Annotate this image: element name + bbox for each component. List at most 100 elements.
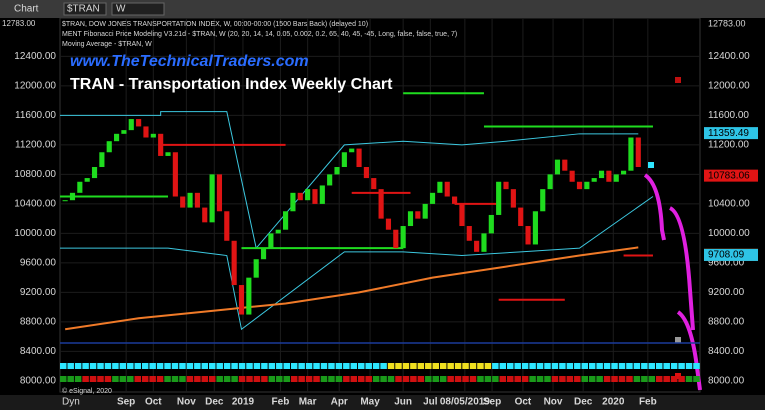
indicator-cell [246, 376, 253, 382]
indicator-cell [320, 376, 328, 382]
indicator-cell [290, 376, 298, 382]
indicator-cell [335, 376, 343, 382]
indicator-cell [372, 376, 380, 382]
y-tick-label: 11600.00 [708, 110, 749, 121]
x-tick-label: Feb [639, 397, 657, 408]
indicator-cell [290, 363, 298, 369]
candle [238, 285, 245, 315]
candle [569, 170, 575, 182]
y-tick-label-left: 11200.00 [15, 140, 56, 151]
indicator-cell [358, 363, 365, 369]
indicator-cell [97, 376, 104, 382]
indicator-cell [104, 376, 112, 382]
indicator-cell [626, 376, 633, 382]
candle [253, 259, 259, 278]
indicator-cell [380, 363, 387, 369]
candle [246, 277, 252, 315]
indicator-cell [685, 363, 693, 369]
indicator-cell [171, 376, 179, 382]
indicator-cell [164, 363, 171, 369]
indicator-cell [276, 376, 283, 382]
indicator-cell [149, 376, 156, 382]
indicator-cell [507, 363, 514, 369]
interval[interactable]: W [116, 4, 126, 15]
indicator-cell [313, 376, 320, 382]
candle [591, 178, 597, 182]
indicator-cell [179, 363, 186, 369]
candle [525, 226, 531, 245]
indicator-cell [380, 376, 387, 382]
indicator-cell [633, 363, 641, 369]
indicator-cell [261, 363, 268, 369]
indicator-cell [678, 363, 685, 369]
indicator-cell [685, 376, 693, 382]
price-tag-label: 10783.06 [708, 170, 750, 181]
y-tick-label-left: 8800.00 [20, 317, 57, 328]
candle [341, 152, 347, 168]
candle [158, 133, 164, 156]
channel-upper [60, 111, 639, 250]
indicator-cell [283, 376, 290, 382]
candle [77, 181, 83, 193]
interval-box[interactable] [111, 2, 165, 16]
indicator-cell [439, 376, 447, 382]
indicator-cell [425, 363, 432, 369]
indicator-cell [611, 376, 618, 382]
indicator-cell [89, 363, 97, 369]
indicator-cell [425, 376, 432, 382]
indicator-cell [186, 363, 194, 369]
candle [99, 152, 105, 168]
indicator-cell [350, 376, 358, 382]
toolbar [0, 0, 765, 18]
indicator-cell [693, 376, 700, 382]
x-tick-label: Oct [145, 397, 162, 408]
indicator-cell [261, 376, 268, 382]
candle [540, 189, 546, 212]
indicator-cell [343, 376, 350, 382]
website: www.TheTechnicalTraders.com [70, 53, 309, 70]
header-line: Moving Average - $TRAN, W [62, 41, 152, 48]
candle [628, 137, 634, 171]
y-tick-label: 8400.00 [708, 346, 745, 357]
x-tick-label: Oct [515, 397, 532, 408]
indicator-cell [141, 363, 149, 369]
price-tag-label: 9708.09 [708, 250, 745, 261]
candle [91, 167, 98, 179]
indicator-cell [238, 363, 246, 369]
candle [422, 203, 428, 219]
symbol[interactable]: $TRAN [67, 4, 100, 15]
indicator-cell [194, 376, 201, 382]
indicator-cell [112, 363, 119, 369]
x-tick-label: Nov [544, 397, 563, 408]
indicator-cell [335, 363, 343, 369]
candle [136, 119, 142, 127]
y-tick-label: 10400.00 [708, 199, 750, 210]
y-tick-label-left: 11600.00 [15, 110, 56, 121]
candle [385, 218, 392, 230]
indicator-cell [417, 363, 425, 369]
indicator-cell [469, 376, 477, 382]
indicator-cell [186, 376, 194, 382]
x-tick-label: Dec [205, 397, 224, 408]
candle [172, 152, 178, 197]
indicator-cell [238, 376, 246, 382]
target-marker [675, 373, 681, 379]
candle [474, 240, 480, 252]
candle [518, 207, 524, 227]
indicator-cell [656, 363, 663, 369]
indicator-cell [641, 376, 648, 382]
candle [510, 189, 516, 208]
candle [400, 226, 406, 249]
indicator-cell [536, 376, 544, 382]
indicator-cell [141, 376, 149, 382]
indicator-cell [544, 363, 551, 369]
candle [62, 200, 68, 202]
candle [165, 152, 171, 156]
window-tab[interactable]: Chart [14, 4, 39, 15]
indicator-cell [358, 376, 365, 382]
candle [150, 133, 156, 138]
y-tick-label: 12000.00 [708, 81, 750, 92]
indicator-cell [439, 363, 447, 369]
symbol-box[interactable] [63, 2, 107, 16]
indicator-cell [618, 363, 626, 369]
